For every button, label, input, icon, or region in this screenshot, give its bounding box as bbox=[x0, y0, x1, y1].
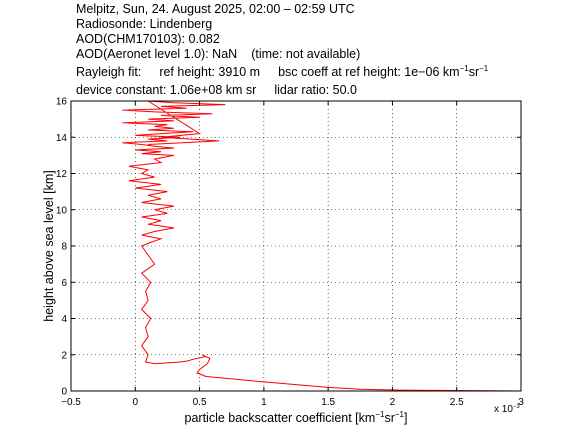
device-constant: device constant: 1.06e+08 km sr bbox=[76, 83, 257, 97]
y-tick-label: 4 bbox=[61, 314, 67, 325]
x-label-exp1: −1 bbox=[375, 410, 385, 419]
aod-aeronet-info: AOD(Aeronet level 1.0): NaN (time: not av… bbox=[76, 47, 360, 62]
x-label-mid: sr bbox=[384, 411, 394, 425]
x-multiplier-exp: −3 bbox=[513, 404, 521, 410]
y-tick-label: 2 bbox=[61, 350, 67, 361]
x-tick-label: 2 bbox=[390, 397, 396, 408]
aod-chm-info: AOD(CHM170103): 0.082 bbox=[76, 32, 220, 46]
bsc-coeff-exp2: −1 bbox=[479, 64, 489, 73]
backscatter-profile-line bbox=[122, 100, 522, 392]
ref-height: ref height: 3910 m bbox=[159, 65, 261, 79]
y-tick-label: 16 bbox=[56, 97, 68, 108]
x-tick-label: 1.5 bbox=[321, 397, 335, 408]
bsc-coeff-prefix: bsc coeff at ref height: 1e−06 km bbox=[278, 65, 460, 79]
x-label-exp2: −1 bbox=[395, 410, 405, 419]
x-tick-label: 0 bbox=[133, 397, 139, 408]
aod-aeronet-value: AOD(Aeronet level 1.0): NaN bbox=[76, 47, 238, 61]
header-title: Melpitz, Sun, 24. August 2025, 02:00 – 0… bbox=[76, 2, 355, 16]
x-tick-label: −0.5 bbox=[61, 397, 81, 408]
x-multiplier-base: x 10 bbox=[494, 404, 513, 415]
x-tick-label: 3 bbox=[518, 397, 524, 408]
rayleigh-fit-label: Rayleigh fit: bbox=[76, 65, 142, 79]
x-tick-label: 1 bbox=[261, 397, 267, 408]
y-tick-label: 12 bbox=[56, 169, 68, 180]
y-tick-label: 8 bbox=[61, 242, 67, 253]
x-multiplier: x 10−3 bbox=[494, 404, 520, 415]
x-label-suffix: ] bbox=[404, 411, 407, 425]
y-axis-label: height above sea level [km] bbox=[42, 170, 56, 321]
bsc-coeff-exp1: −1 bbox=[459, 64, 469, 73]
x-label-prefix: particle backscatter coefficient [km bbox=[185, 411, 376, 425]
y-tick-label: 14 bbox=[56, 133, 68, 144]
rayleigh-fit-info: Rayleigh fit: ref height: 3910 m bsc coeff… bbox=[76, 65, 488, 80]
y-tick-label: 10 bbox=[56, 205, 68, 216]
x-axis-label: particle backscatter coefficient [km−1sr… bbox=[185, 410, 408, 425]
x-tick-label: 0.5 bbox=[193, 397, 207, 408]
device-info: device constant: 1.06e+08 km sr lidar rat… bbox=[76, 83, 357, 98]
y-tick-label: 6 bbox=[61, 278, 67, 289]
bsc-coeff: bsc coeff at ref height: 1e−06 km−1sr−1 bbox=[278, 64, 489, 80]
x-tick-label: 2.5 bbox=[450, 397, 464, 408]
radiosonde-info: Radiosonde: Lindenberg bbox=[76, 17, 213, 31]
lidar-ratio: lidar ratio: 50.0 bbox=[274, 83, 357, 97]
bsc-coeff-mid: sr bbox=[468, 65, 480, 79]
y-ticks: 0 2 4 6 8 10 12 14 16 bbox=[56, 97, 521, 398]
x-ticks: −0.5 0 0.5 1 1.5 2 2.5 3 bbox=[61, 101, 524, 408]
aod-aeronet-time: (time: not available) bbox=[251, 47, 361, 61]
y-tick-label: 0 bbox=[61, 387, 67, 398]
